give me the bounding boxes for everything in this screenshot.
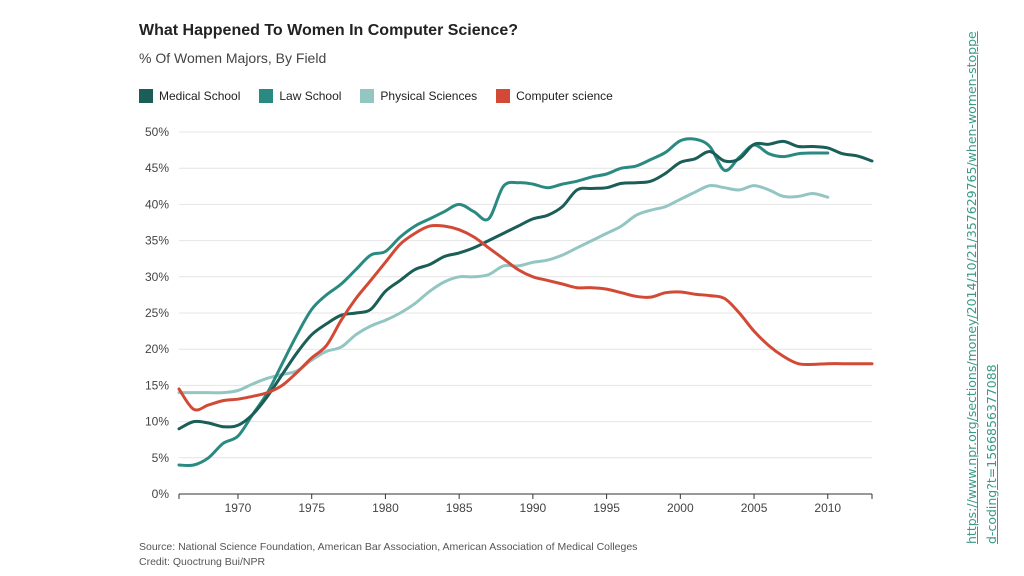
series-line-physical-sciences xyxy=(177,183,830,395)
series-line-computer-science xyxy=(177,223,874,412)
legend-swatch-physical xyxy=(360,89,375,103)
legend-swatch-law xyxy=(259,89,274,103)
y-tick-label: 40% xyxy=(145,197,169,211)
y-tick-label: 35% xyxy=(145,234,169,248)
x-tick-label: 1975 xyxy=(298,501,325,515)
y-tick-label: 0% xyxy=(152,487,170,501)
source-note: Source: National Science Foundation, Ame… xyxy=(139,541,638,553)
y-tick-label: 45% xyxy=(145,161,169,175)
y-tick-label: 20% xyxy=(145,342,169,356)
source-link-container: https://www.npr.org/sections/money/2014/… xyxy=(962,24,1002,544)
x-tick-label: 2000 xyxy=(667,501,694,515)
chart-title: What Happened To Women In Computer Scien… xyxy=(139,22,518,39)
chart-subtitle: % Of Women Majors, By Field xyxy=(139,50,327,66)
x-tick-label: 1980 xyxy=(372,501,399,515)
credit-note: Credit: Quoctrung Bui/NPR xyxy=(139,556,266,568)
legend-label-physical: Physical Sciences xyxy=(380,89,478,103)
legend-item-cs: Computer science xyxy=(496,89,613,103)
legend-label-cs: Computer science xyxy=(516,89,613,103)
x-tick-label: 1970 xyxy=(225,501,252,515)
y-tick-label: 25% xyxy=(145,306,169,320)
y-tick-label: 15% xyxy=(145,378,169,392)
x-tick-label: 1985 xyxy=(446,501,473,515)
legend-swatch-medical xyxy=(139,89,153,103)
source-link[interactable]: https://www.npr.org/sections/money/2014/… xyxy=(964,31,999,544)
y-tick-label: 10% xyxy=(145,415,169,429)
series-line-medical-school xyxy=(177,139,874,431)
y-tick-label: 50% xyxy=(145,125,169,139)
x-tick-label: 1990 xyxy=(520,501,547,515)
x-tick-label: 1995 xyxy=(593,501,620,515)
x-tick-label: 2010 xyxy=(814,501,841,515)
legend-item-medical: Medical School xyxy=(139,89,240,103)
x-tick-label: 2005 xyxy=(741,501,768,515)
series-line-law-school xyxy=(177,137,830,468)
legend-item-law: Law School xyxy=(259,89,341,103)
legend-label-medical: Medical School xyxy=(159,89,241,103)
y-tick-label: 30% xyxy=(145,270,169,284)
legend-swatch-cs xyxy=(496,89,511,103)
legend: Medical School Law School Physical Scien… xyxy=(139,89,632,103)
legend-item-physical: Physical Sciences xyxy=(360,89,477,103)
legend-label-law: Law School xyxy=(279,89,342,103)
y-tick-label: 5% xyxy=(152,451,170,465)
